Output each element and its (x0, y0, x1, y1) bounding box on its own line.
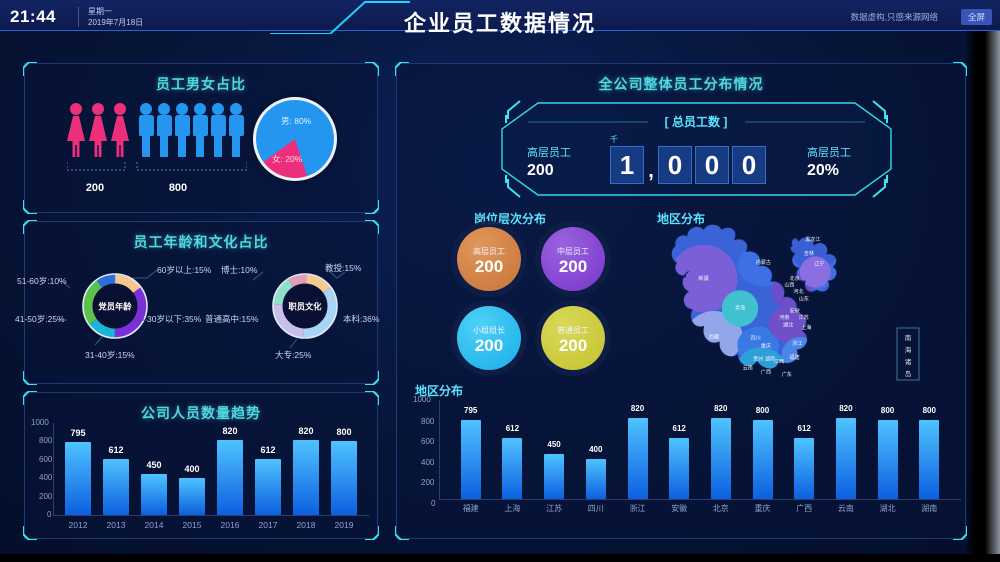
svg-text:浙江: 浙江 (792, 340, 802, 347)
svg-text:山西: 山西 (784, 281, 794, 288)
svg-text:新疆: 新疆 (699, 275, 709, 282)
svg-text:江苏: 江苏 (799, 314, 809, 321)
svg-text:四川: 四川 (751, 336, 761, 342)
svg-text:福建: 福建 (790, 354, 800, 361)
svg-text:青海: 青海 (735, 305, 745, 312)
svg-text:江西: 江西 (774, 358, 784, 365)
svg-text:西藏: 西藏 (709, 333, 719, 340)
svg-text:河南: 河南 (779, 314, 789, 321)
svg-text:贵州: 贵州 (753, 355, 763, 362)
svg-text:黑龙江: 黑龙江 (805, 236, 820, 243)
svg-text:广西: 广西 (761, 368, 771, 375)
svg-text:海: 海 (905, 345, 912, 354)
svg-text:重庆: 重庆 (761, 342, 771, 349)
svg-text:河北: 河北 (793, 288, 803, 295)
svg-text:内蒙古: 内蒙古 (756, 259, 771, 266)
svg-text:职员文化: 职员文化 (288, 302, 322, 312)
svg-text:北京: 北京 (790, 275, 800, 282)
svg-text:广东: 广东 (782, 371, 792, 378)
svg-text:岛: 岛 (905, 369, 912, 378)
svg-text:山东: 山东 (799, 296, 809, 303)
svg-text:湖北: 湖北 (783, 322, 793, 329)
svg-text:吉林: 吉林 (804, 250, 814, 257)
svg-text:[ 总员工数 ]: [ 总员工数 ] (665, 114, 728, 129)
svg-text:云南: 云南 (743, 365, 753, 372)
svg-text:辽宁: 辽宁 (814, 261, 824, 268)
svg-text:上海: 上海 (801, 324, 811, 331)
svg-text:安徽: 安徽 (790, 307, 800, 314)
svg-text:党员年龄: 党员年龄 (98, 302, 132, 312)
svg-text:南: 南 (905, 333, 912, 342)
svg-text:诸: 诸 (905, 357, 912, 366)
